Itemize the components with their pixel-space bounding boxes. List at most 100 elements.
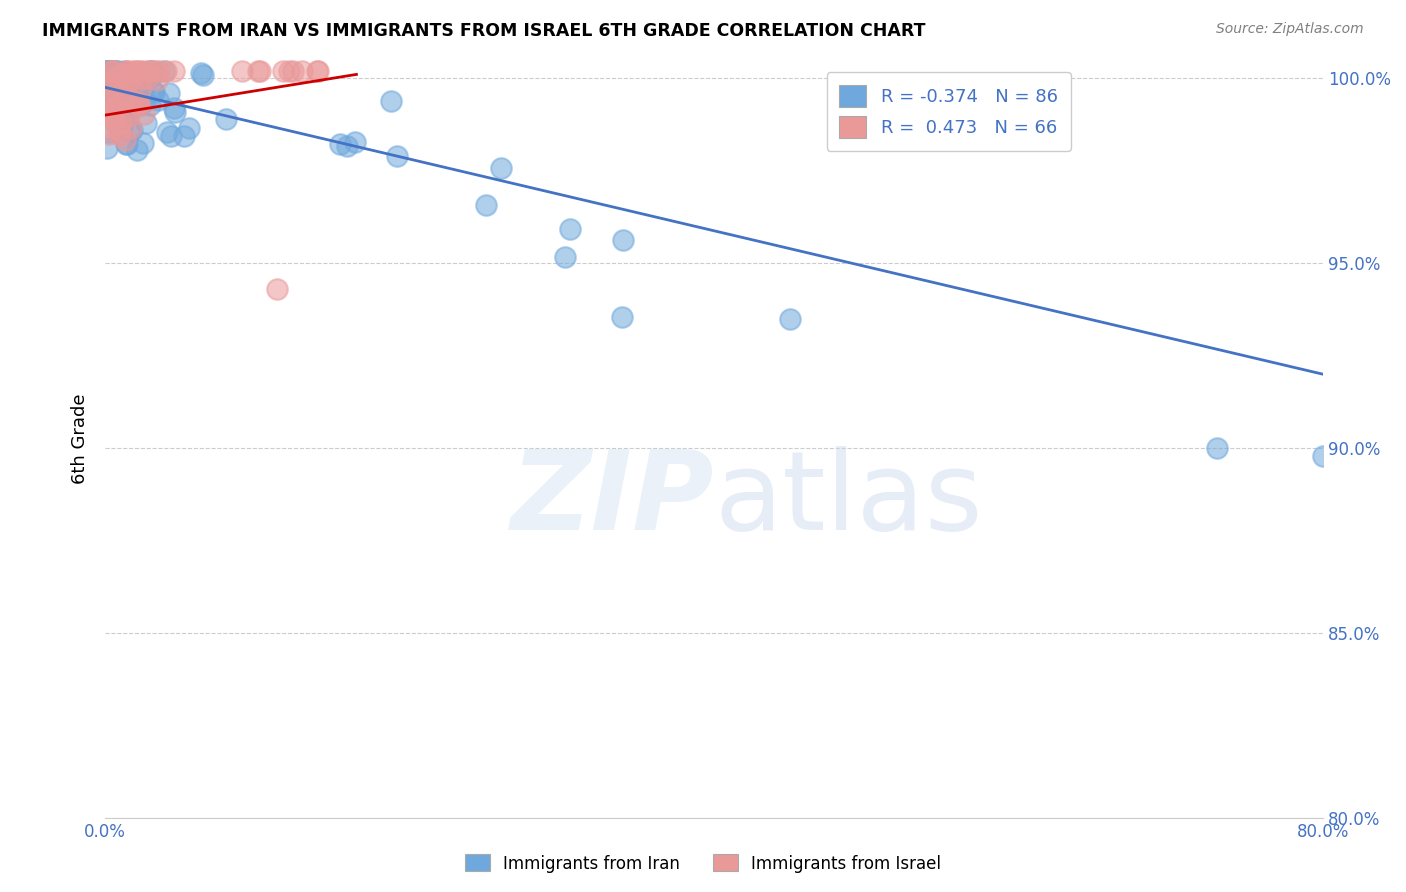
Point	[132, 136, 155, 150]
Point	[148, 93, 170, 107]
Point	[103, 112, 125, 127]
Point	[266, 282, 288, 296]
Point	[163, 104, 186, 119]
Point	[153, 63, 176, 78]
Point	[111, 68, 134, 82]
Point	[104, 72, 127, 87]
Point	[112, 92, 135, 106]
Point	[142, 84, 165, 98]
Point	[138, 63, 160, 78]
Point	[474, 198, 496, 212]
Point	[105, 75, 128, 89]
Point	[114, 64, 136, 78]
Point	[120, 124, 142, 138]
Point	[122, 63, 145, 78]
Point	[101, 122, 124, 136]
Point	[277, 63, 299, 78]
Point	[101, 63, 124, 78]
Point	[115, 136, 138, 151]
Point	[162, 63, 184, 78]
Point	[125, 143, 148, 157]
Point	[131, 72, 153, 87]
Point	[108, 123, 131, 137]
Point	[100, 90, 122, 104]
Point	[101, 103, 124, 117]
Text: Source: ZipAtlas.com: Source: ZipAtlas.com	[1216, 22, 1364, 37]
Point	[128, 63, 150, 78]
Point	[105, 91, 128, 105]
Point	[558, 222, 581, 236]
Point	[103, 108, 125, 122]
Point	[121, 123, 143, 137]
Point	[98, 63, 121, 78]
Point	[96, 76, 118, 90]
Point	[110, 105, 132, 120]
Point	[145, 63, 167, 78]
Point	[101, 63, 124, 78]
Point	[96, 63, 118, 78]
Point	[148, 63, 170, 78]
Point	[120, 78, 142, 92]
Point	[156, 125, 179, 139]
Point	[1205, 442, 1227, 456]
Point	[114, 63, 136, 78]
Point	[115, 137, 138, 152]
Point	[142, 86, 165, 100]
Legend: R = -0.374   N = 86, R =  0.473   N = 66: R = -0.374 N = 86, R = 0.473 N = 66	[827, 72, 1070, 151]
Point	[117, 63, 139, 78]
Point	[98, 99, 121, 113]
Point	[136, 71, 159, 86]
Point	[157, 86, 180, 100]
Point	[101, 63, 124, 78]
Point	[98, 67, 121, 81]
Point	[105, 96, 128, 111]
Point	[122, 100, 145, 114]
Point	[128, 98, 150, 112]
Point	[139, 63, 162, 78]
Point	[97, 79, 120, 94]
Y-axis label: 6th Grade: 6th Grade	[72, 393, 89, 484]
Point	[96, 111, 118, 125]
Point	[121, 92, 143, 106]
Point	[132, 107, 155, 121]
Point	[108, 105, 131, 120]
Point	[114, 88, 136, 103]
Point	[118, 110, 141, 124]
Point	[96, 63, 118, 78]
Point	[96, 95, 118, 109]
Point	[191, 68, 214, 82]
Point	[118, 102, 141, 116]
Point	[98, 110, 121, 124]
Point	[118, 74, 141, 88]
Point	[110, 114, 132, 128]
Point	[107, 87, 129, 101]
Point	[110, 105, 132, 120]
Point	[98, 63, 121, 78]
Point	[112, 67, 135, 81]
Point	[96, 76, 118, 90]
Point	[97, 64, 120, 78]
Point	[135, 116, 157, 130]
Point	[114, 133, 136, 147]
Point	[104, 63, 127, 78]
Point	[281, 63, 304, 78]
Text: IMMIGRANTS FROM IRAN VS IMMIGRANTS FROM ISRAEL 6TH GRADE CORRELATION CHART: IMMIGRANTS FROM IRAN VS IMMIGRANTS FROM …	[42, 22, 925, 40]
Point	[120, 92, 142, 106]
Point	[104, 72, 127, 87]
Point	[98, 63, 121, 78]
Point	[104, 113, 127, 128]
Point	[100, 90, 122, 104]
Point	[329, 136, 352, 151]
Point	[111, 120, 134, 135]
Point	[305, 63, 328, 78]
Point	[110, 78, 132, 92]
Point	[134, 95, 156, 109]
Point	[173, 128, 195, 143]
Point	[159, 129, 181, 144]
Point	[117, 75, 139, 89]
Point	[138, 63, 160, 78]
Point	[214, 112, 236, 127]
Point	[231, 63, 253, 78]
Point	[115, 81, 138, 95]
Point	[125, 83, 148, 97]
